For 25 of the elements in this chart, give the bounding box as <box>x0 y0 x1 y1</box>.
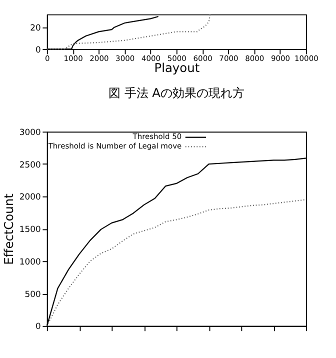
x-tick-label: 8000 <box>245 54 264 63</box>
text: 図 手法 Aの効果の現れ方 <box>108 86 244 100</box>
x-tick-label: 5000 <box>167 54 187 63</box>
x-tick-label: 6000 <box>193 54 213 63</box>
x-axis-title: Playout <box>154 61 200 76</box>
y-tick-label: 2000 <box>19 192 41 202</box>
y-tick-label: 0 <box>35 321 41 332</box>
x-tick-label: 3000 <box>116 54 135 63</box>
x-tick-label: 10000 <box>294 54 319 63</box>
x-tick-label: 2000 <box>90 54 109 63</box>
y-tick-label: 0 <box>35 44 41 54</box>
x-tick-label: 0 <box>45 54 50 63</box>
legend-label: Threshold is Number of Legal move <box>47 142 182 151</box>
y-tick-label: 2500 <box>19 159 41 170</box>
y-tick-label: 1500 <box>19 224 41 234</box>
y-axis-title: EffectCount <box>2 193 16 265</box>
x-tick-label: 1000 <box>64 54 84 63</box>
y-tick-label: 3000 <box>19 126 41 137</box>
legend-label: Threshold 50 <box>132 132 182 142</box>
y-tick-label: 500 <box>24 288 41 299</box>
x-tick-label: 9000 <box>270 54 290 63</box>
y-tick-label: 1000 <box>19 256 41 266</box>
x-tick-label: 4000 <box>141 54 161 63</box>
x-tick-label: 7000 <box>219 54 238 63</box>
y-tick-label: 20 <box>30 22 41 33</box>
